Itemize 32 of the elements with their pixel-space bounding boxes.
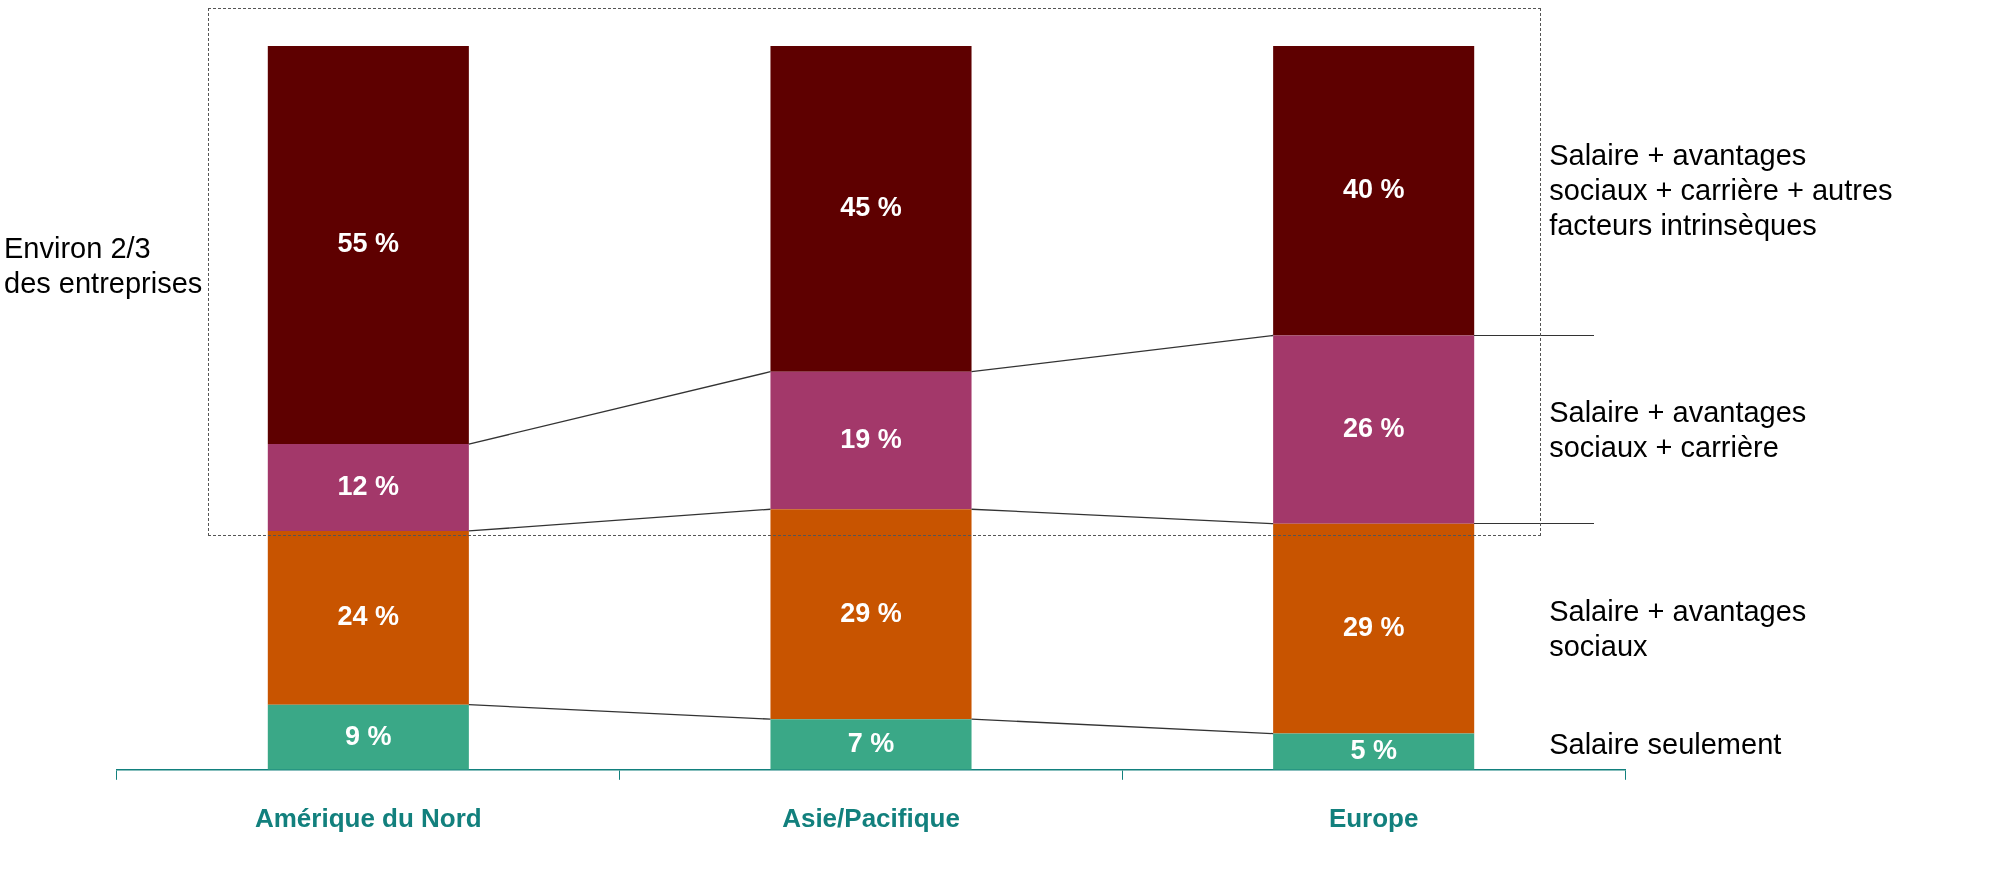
bar xyxy=(267,46,469,445)
x-tick-label: Asie/Pacifique xyxy=(782,802,960,833)
data-label: 19 % xyxy=(840,423,902,454)
x-tick-label: Europe xyxy=(1328,802,1419,833)
text: Salaire + avantages sociaux + carrière xyxy=(1549,394,1808,465)
text: Salaire seulement xyxy=(1549,726,1783,762)
annotation: Environ 2/3 des entreprises xyxy=(4,231,204,301)
bar xyxy=(267,444,469,531)
text: Salaire + avantages sociaux xyxy=(1549,593,1808,664)
data-label: 24 % xyxy=(337,601,400,632)
bar xyxy=(770,509,972,720)
bar xyxy=(267,530,469,705)
bar xyxy=(1273,46,1475,336)
data-label: 29 % xyxy=(1342,612,1405,643)
bar xyxy=(1273,335,1475,524)
data-label: 12 % xyxy=(337,470,400,501)
data-label: 55 % xyxy=(337,228,400,259)
data-label: 45 % xyxy=(840,192,902,223)
data-label: 40 % xyxy=(1342,174,1405,205)
bar xyxy=(267,704,469,770)
x-tick-label: Amérique du Nord xyxy=(254,802,482,833)
bar xyxy=(1273,733,1475,770)
bar xyxy=(770,719,972,770)
data-label: 26 % xyxy=(1342,413,1405,444)
bar xyxy=(770,371,972,510)
text: Salaire + avantages sociaux + carrière + autres facteurs intrinsèques xyxy=(1549,138,1894,244)
data-label: 5 % xyxy=(1350,735,1397,766)
bar xyxy=(1273,523,1475,734)
data-label: 9 % xyxy=(345,720,392,751)
bar xyxy=(770,46,972,372)
data-label: 7 % xyxy=(847,727,895,758)
data-label: 29 % xyxy=(840,597,902,628)
